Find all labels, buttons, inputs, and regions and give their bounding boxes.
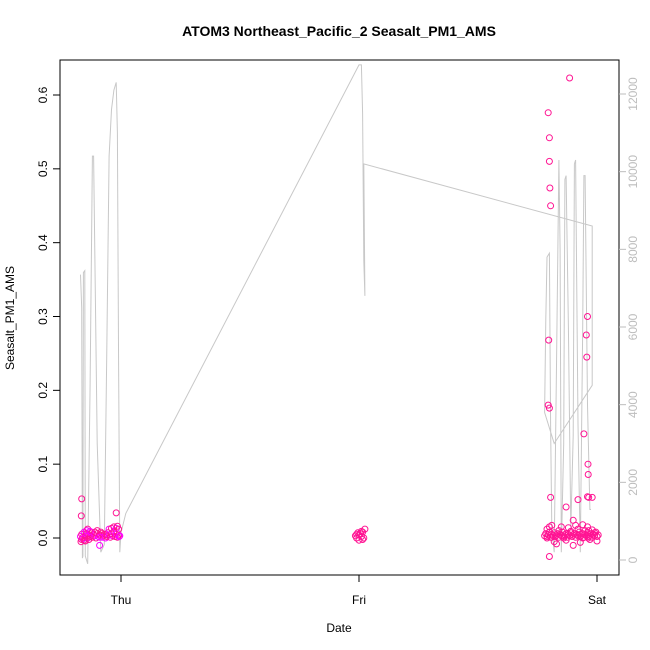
data-point	[81, 537, 89, 545]
y-tick-label: 0.4	[36, 234, 50, 251]
data-point	[585, 493, 593, 501]
data-point	[574, 525, 582, 533]
data-point	[359, 536, 367, 543]
y-tick-label: 0.5	[36, 160, 50, 177]
data-point	[548, 533, 556, 541]
data-point	[560, 534, 568, 542]
data-point	[581, 527, 589, 535]
x-tick-label: Fri	[352, 593, 366, 607]
data-point	[115, 533, 123, 540]
data-point	[98, 530, 106, 538]
data-point	[593, 533, 601, 540]
data-point	[86, 527, 94, 535]
y-tick-label: 0.0	[36, 529, 50, 546]
data-point	[579, 534, 587, 542]
data-point	[593, 537, 601, 545]
x-axis: Thu Fri Sat	[111, 574, 607, 607]
x-tick-label: Thu	[111, 593, 132, 607]
data-point	[547, 493, 555, 501]
data-point	[569, 531, 577, 539]
data-point	[562, 503, 570, 511]
data-point	[112, 509, 120, 517]
data-point	[355, 536, 363, 544]
data-point	[545, 553, 553, 560]
data-point	[566, 74, 574, 82]
y-right-tick-label: 8000	[626, 236, 640, 263]
data-point	[589, 530, 597, 538]
data-point	[548, 521, 556, 529]
y-axis-label: Seasalt_PM1_AMS	[3, 266, 17, 370]
chart-title: ATOM3 Northeast_Pacific_2 Seasalt_PM1_AM…	[182, 23, 496, 39]
data-point	[582, 331, 590, 339]
data-point	[569, 541, 577, 549]
data-point	[103, 531, 111, 539]
y-tick-label: 0.6	[36, 86, 50, 103]
data-point	[564, 524, 572, 532]
data-point	[584, 460, 592, 468]
y-right-tick-label: 12000	[626, 77, 640, 111]
data-point	[585, 527, 593, 535]
data-point	[562, 536, 570, 544]
data-point	[545, 157, 553, 165]
data-point	[584, 493, 591, 501]
altitude-line-layer	[80, 64, 593, 565]
data-point	[78, 495, 86, 503]
points-layer	[77, 74, 602, 560]
y-right-tick-label: 0	[626, 556, 640, 563]
plot-frame	[59, 59, 620, 576]
data-point	[116, 532, 124, 540]
data-point	[588, 493, 596, 501]
y-right-tick-label: 6000	[626, 313, 640, 340]
altitude-line	[80, 64, 593, 565]
data-point	[543, 534, 551, 542]
data-point	[569, 516, 577, 524]
x-tick-label: Sat	[588, 593, 607, 607]
data-point	[96, 533, 104, 541]
data-point	[591, 529, 599, 537]
data-point	[545, 404, 553, 412]
data-point	[567, 527, 575, 535]
data-point	[361, 525, 369, 533]
data-point	[83, 527, 90, 535]
data-point	[555, 527, 563, 535]
data-point	[357, 527, 365, 535]
data-point	[586, 536, 594, 543]
y-axis-left: 0.0 0.1 0.2 0.3 0.4 0.5 0.6	[36, 86, 60, 546]
data-point	[580, 430, 588, 438]
y-axis-right: 0 2000 4000 6000 8000 10000 12000	[619, 77, 640, 563]
data-point	[96, 541, 104, 549]
y-right-tick-label: 2000	[626, 469, 640, 496]
data-point	[544, 109, 552, 117]
data-point	[553, 540, 560, 548]
data-point	[77, 512, 85, 520]
data-point	[547, 202, 555, 210]
data-point	[546, 184, 554, 192]
y-tick-label: 0.1	[36, 456, 50, 473]
y-right-tick-label: 4000	[626, 391, 640, 418]
data-point	[557, 523, 565, 531]
data-point	[85, 536, 93, 543]
y-right-tick-label: 10000	[626, 155, 640, 189]
y-tick-label: 0.3	[36, 308, 50, 325]
data-point	[584, 313, 591, 320]
data-point	[583, 353, 591, 361]
data-point	[115, 525, 123, 533]
data-point	[80, 536, 88, 544]
y-tick-label: 0.2	[36, 382, 50, 399]
data-point	[545, 336, 553, 344]
data-point	[84, 525, 92, 533]
data-point	[545, 134, 553, 142]
data-point	[574, 496, 582, 504]
data-point	[584, 471, 592, 478]
data-point	[543, 525, 551, 533]
x-axis-label: Date	[326, 621, 352, 635]
